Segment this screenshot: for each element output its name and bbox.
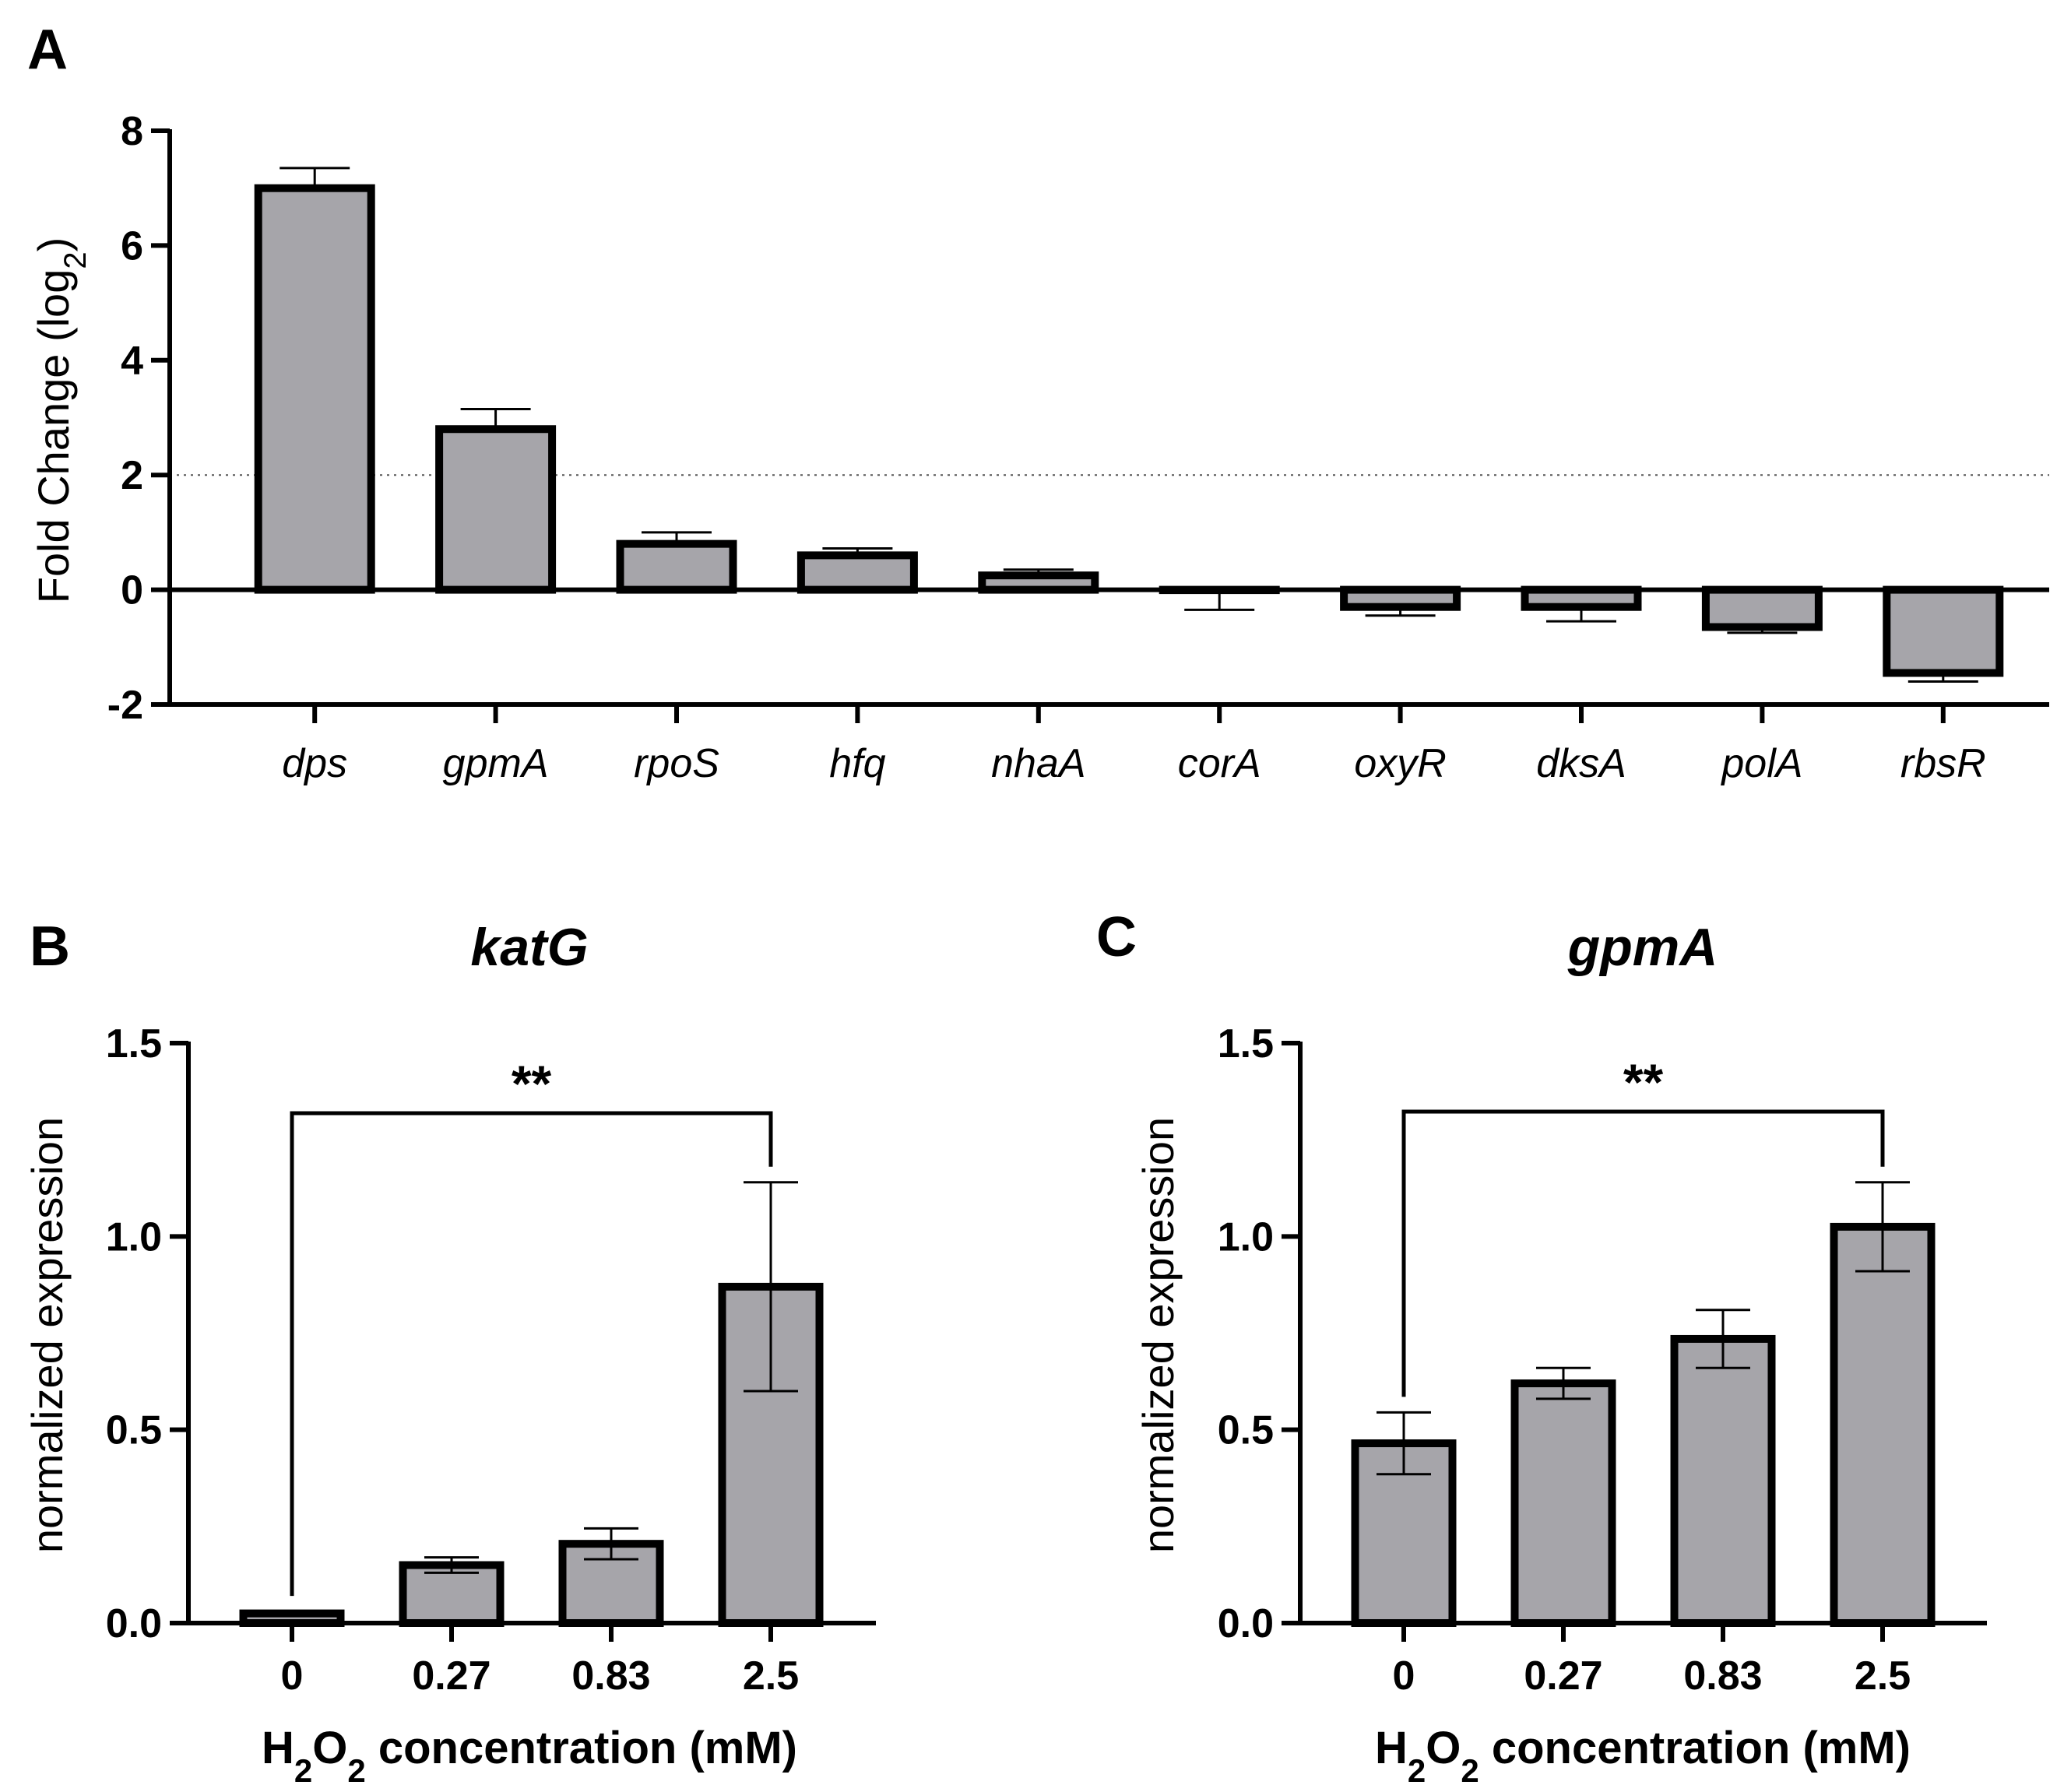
panel-c-ytick-label: 1.0 bbox=[1218, 1214, 1274, 1260]
panel-a-bar bbox=[1701, 585, 1823, 631]
panel-c-category-label: 0 bbox=[1393, 1653, 1415, 1699]
panel-b-category-label: 0.83 bbox=[571, 1653, 650, 1699]
panel-c-ytick-label: 0.0 bbox=[1218, 1601, 1274, 1646]
panel-b: B katG normalized expression H2O2 concen… bbox=[23, 915, 876, 1789]
panel-b-ytick-label: 0.0 bbox=[106, 1601, 162, 1646]
panel-a-plot: -2 0 2 4 6 8 dps gpmA rpoS hfq nhaA corA oxyR dksA pol… bbox=[107, 109, 2049, 786]
panel-a-bar bbox=[1340, 585, 1461, 611]
panel-a-ytick-label: 6 bbox=[121, 223, 143, 269]
panel-c-ytick-label: 1.5 bbox=[1218, 1021, 1274, 1066]
panel-a-category-label: corA bbox=[1178, 741, 1261, 786]
panel-c-category-label: 0.83 bbox=[1683, 1653, 1762, 1699]
panel-a-bar bbox=[1521, 585, 1642, 611]
panel-c: C gpmA normalized expression H2O2 concen… bbox=[1096, 906, 1987, 1789]
panel-a-category-label: oxyR bbox=[1354, 741, 1446, 786]
panel-a-ytick-label: 2 bbox=[121, 453, 143, 498]
panel-c-significance-bracket bbox=[1401, 1109, 1885, 1397]
panel-b-xlabel: H2O2 concentration (mM) bbox=[262, 1723, 797, 1789]
panel-a-ytick-label: 4 bbox=[121, 339, 143, 384]
panel-c-ylabel: normalized expression bbox=[1134, 1117, 1183, 1553]
panel-b-category-label: 2.5 bbox=[743, 1653, 799, 1699]
panel-a-bar bbox=[1883, 585, 2004, 677]
panel-c-bar bbox=[1510, 1379, 1616, 1627]
panel-b-significance-bracket bbox=[290, 1111, 773, 1597]
panel-c-bar bbox=[1830, 1222, 1936, 1627]
panel-a-category-label: rbsR bbox=[1900, 741, 1986, 786]
panel-b-ylabel: normalized expression bbox=[23, 1117, 72, 1553]
panel-c-title: gpmA bbox=[1567, 918, 1718, 977]
panel-a: A Fold Change (log2) -2 0 2 4 6 8 dps gpmA rpoS h… bbox=[27, 19, 2049, 786]
panel-a-ytick-label: 8 bbox=[121, 109, 143, 154]
panel-b-category-label: 0 bbox=[281, 1653, 304, 1699]
panel-a-ytick-label: -2 bbox=[107, 683, 143, 728]
panel-a-bar bbox=[796, 551, 918, 594]
panel-b-category-label: 0.27 bbox=[412, 1653, 490, 1699]
panel-c-xlabel: H2O2 concentration (mM) bbox=[1375, 1723, 1911, 1789]
panel-c-category-label: 0.27 bbox=[1524, 1653, 1602, 1699]
panel-b-title: katG bbox=[470, 918, 588, 977]
panel-c-bar bbox=[1670, 1334, 1776, 1627]
panel-a-category-label: dps bbox=[282, 741, 347, 786]
panel-b-letter: B bbox=[30, 915, 70, 978]
panel-a-category-label: rpoS bbox=[634, 741, 719, 786]
panel-a-bar bbox=[435, 425, 557, 594]
panel-a-category-label: dksA bbox=[1536, 741, 1626, 786]
panel-a-letter: A bbox=[27, 19, 68, 81]
panel-a-ylabel: Fold Change (log2) bbox=[29, 237, 93, 604]
panel-b-ytick-label: 0.5 bbox=[106, 1408, 162, 1453]
panel-c-letter: C bbox=[1096, 906, 1137, 968]
panel-a-bar bbox=[616, 539, 737, 594]
panel-b-significance-label: ** bbox=[512, 1055, 552, 1112]
panel-c-ytick-label: 0.5 bbox=[1218, 1408, 1274, 1453]
panel-c-category-label: 2.5 bbox=[1855, 1653, 1911, 1699]
panel-b-plot: 0.0 0.5 1.0 1.5 0 0.27 0.83 2.5 ** bbox=[106, 1021, 876, 1699]
panel-b-ytick-label: 1.5 bbox=[106, 1021, 162, 1066]
panel-a-category-label: hfq bbox=[829, 741, 885, 786]
panel-c-significance-label: ** bbox=[1623, 1053, 1664, 1111]
panel-a-category-label: polA bbox=[1720, 741, 1802, 786]
panel-c-plot: 0.0 0.5 1.0 1.5 0 0.27 0.83 2.5 ** bbox=[1218, 1021, 1987, 1699]
panel-a-bar bbox=[254, 184, 375, 594]
panel-b-ytick-label: 1.0 bbox=[106, 1214, 162, 1260]
panel-a-category-label: nhaA bbox=[991, 741, 1085, 786]
panel-a-category-label: gpmA bbox=[443, 741, 549, 786]
panel-a-ytick-label: 0 bbox=[121, 568, 143, 613]
